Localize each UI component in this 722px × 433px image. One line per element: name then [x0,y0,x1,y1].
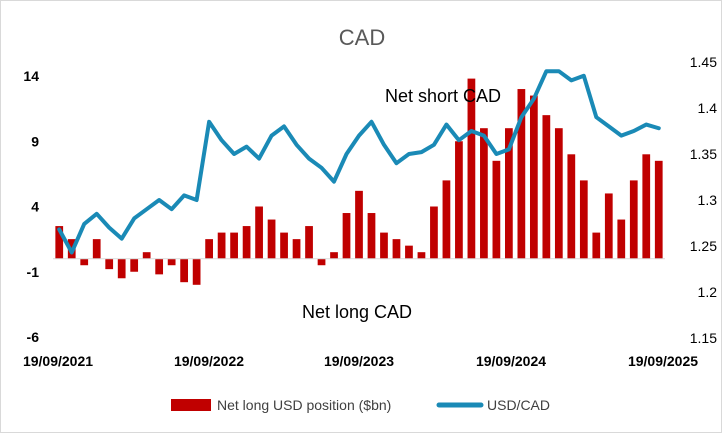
bar-net-long-usd [554,128,563,259]
x-tick-label: 19/09/2025 [628,353,698,369]
net-long-usd-bars [55,78,663,285]
legend-label-usd-cad: USD/CAD [487,397,550,413]
left-tick-label: 9 [31,133,39,149]
left-tick-label: 4 [31,199,39,215]
bar-net-long-usd [330,252,338,259]
bar-net-long-usd [567,154,576,259]
bar-net-long-usd [492,160,501,259]
bar-net-long-usd [280,232,288,259]
bar-net-long-usd [517,89,526,259]
bar-net-long-usd [55,226,64,259]
bar-net-long-usd [80,258,89,266]
usd-cad-line-group [57,69,661,255]
bar-net-long-usd [467,78,476,259]
bar-net-long-usd [192,258,201,285]
bar-net-long-usd [505,128,513,259]
bar-net-long-usd [167,258,176,266]
annotation-net-long-cad: Net long CAD [302,302,412,322]
bar-net-long-usd [579,180,588,259]
chart-title: CAD [339,25,385,50]
bar-net-long-usd [405,245,413,259]
bar-net-long-usd [142,252,151,259]
bar-net-long-usd [392,239,401,259]
right-tick-label: 1.45 [690,54,717,70]
right-axis-ticks: 1.45 1.4 1.35 1.3 1.25 1.2 1.15 [690,54,717,346]
bar-net-long-usd [367,213,376,259]
bar-net-long-usd [130,258,139,272]
bar-net-long-usd [592,232,601,259]
bar-net-long-usd [480,128,488,259]
bar-net-long-usd [105,258,114,270]
x-axis-ticks: 19/09/2021 19/09/2022 19/09/2023 19/09/2024… [23,353,698,369]
bar-net-long-usd [604,193,613,259]
bar-net-long-usd [455,141,463,259]
bar-net-long-usd [267,219,276,259]
right-tick-label: 1.3 [698,192,718,208]
line-usd-cad [57,69,661,255]
x-tick-label: 19/09/2023 [324,353,394,369]
bar-net-long-usd [92,239,101,259]
annotation-net-short-cad: Net short CAD [385,86,501,106]
bar-net-long-usd [617,219,626,259]
bar-net-long-usd [542,115,551,259]
bar-net-long-usd [629,180,638,259]
bar-net-long-usd [342,213,351,259]
bar-net-long-usd [355,190,363,259]
bar-net-long-usd [155,258,164,275]
bar-net-long-usd [242,226,251,259]
legend: Net long USD position ($bn) USD/CAD [171,397,550,413]
bar-net-long-usd [642,154,651,259]
bar-net-long-usd [529,95,538,259]
bar-net-long-usd [217,232,226,259]
bar-net-long-usd [117,258,126,279]
bar-net-long-usd [417,252,426,259]
bar-net-long-usd [255,206,263,259]
bar-net-long-usd [654,160,663,259]
bar-net-long-usd [430,206,438,259]
left-tick-label: -6 [27,329,40,345]
bar-net-long-usd [180,258,189,283]
bar-net-long-usd [230,232,238,259]
left-tick-label: -1 [27,264,40,280]
bar-net-long-usd [305,226,313,259]
x-tick-label: 19/09/2021 [23,353,93,369]
bar-net-long-usd [317,258,326,266]
bar-net-long-usd [205,239,213,259]
right-tick-label: 1.4 [698,100,718,116]
bar-net-long-usd [292,239,301,259]
right-tick-label: 1.25 [690,238,717,254]
legend-swatch-net-long-usd [171,399,211,411]
x-tick-label: 19/09/2022 [174,353,244,369]
bar-net-long-usd [442,180,451,259]
bar-net-long-usd [380,232,388,259]
right-tick-label: 1.2 [698,284,718,300]
x-tick-label: 19/09/2024 [476,353,546,369]
right-tick-label: 1.35 [690,146,717,162]
left-axis-ticks: 14 9 4 -1 -6 [23,68,39,345]
left-tick-label: 14 [23,68,39,84]
right-tick-label: 1.15 [690,330,717,346]
legend-label-net-long-usd: Net long USD position ($bn) [217,397,391,413]
